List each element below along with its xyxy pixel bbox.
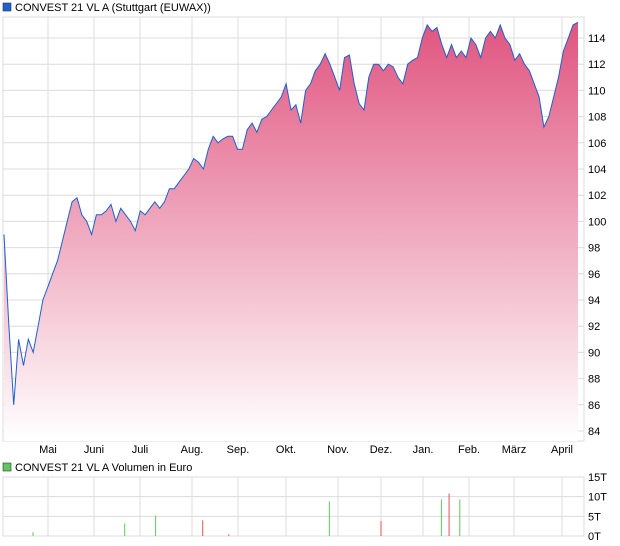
y-tick-label: 84 [588, 426, 600, 438]
y-tick-label: 110 [588, 85, 606, 97]
x-tick-label: Aug. [181, 444, 204, 456]
x-tick-label: Dez. [370, 444, 393, 456]
volume-y-tick-label: 10T [588, 492, 607, 504]
x-tick-label: Feb. [458, 444, 480, 456]
volume-y-tick-label: 0T [588, 531, 601, 543]
y-tick-label: 92 [588, 321, 600, 333]
y-tick-label: 86 [588, 400, 600, 412]
volume-legend-swatch [2, 462, 12, 472]
y-tick-label: 98 [588, 243, 600, 255]
x-tick-label: April [551, 444, 573, 456]
y-tick-label: 108 [588, 112, 606, 124]
x-tick-label: Nov. [327, 444, 349, 456]
price-line [3, 21, 579, 405]
price-chart-title: CONVEST 21 VL A (Stuttgart (EUWAX)) [15, 2, 211, 14]
y-tick-label: 102 [588, 190, 606, 202]
y-tick-label: 114 [588, 33, 606, 45]
x-tick-label: Juli [132, 444, 149, 456]
x-tick-label: Juni [84, 444, 104, 456]
x-tick-label: Okt. [276, 444, 296, 456]
x-tick-label: Jan. [413, 444, 434, 456]
y-tick-label: 106 [588, 138, 606, 150]
x-tick-label: Mai [39, 444, 57, 456]
price-legend-swatch [2, 2, 12, 12]
volume-plot-frame [2, 476, 585, 537]
volume-y-tick-label: 15T [588, 472, 607, 484]
y-tick-label: 90 [588, 347, 600, 359]
y-tick-label: 100 [588, 216, 606, 228]
y-tick-label: 88 [588, 374, 600, 386]
y-tick-label: 112 [588, 59, 606, 71]
y-tick-label: 96 [588, 269, 600, 281]
volume-chart-title: CONVEST 21 VL A Volumen in Euro [15, 462, 192, 474]
y-tick-label: 104 [588, 164, 606, 176]
price-area [4, 22, 578, 442]
y-tick-label: 94 [588, 295, 600, 307]
volume-y-tick-label: 5T [588, 511, 601, 523]
x-tick-label: Sep. [227, 444, 250, 456]
x-tick-label: März [502, 444, 526, 456]
